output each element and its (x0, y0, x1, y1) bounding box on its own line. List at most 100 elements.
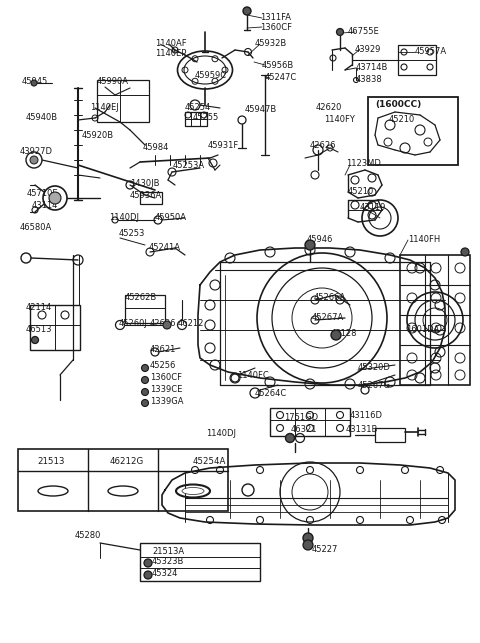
Text: 45255: 45255 (193, 114, 219, 123)
Text: 43927D: 43927D (20, 147, 53, 156)
Text: 1360CF: 1360CF (150, 374, 182, 383)
Text: 1360CF: 1360CF (260, 23, 292, 32)
Text: 1140DJ: 1140DJ (109, 213, 139, 222)
Text: 45227: 45227 (312, 545, 338, 554)
Text: 45932B: 45932B (255, 39, 287, 48)
Text: 46212G: 46212G (110, 457, 144, 466)
Circle shape (144, 571, 152, 579)
Text: 45210: 45210 (389, 114, 415, 123)
Bar (140, 192, 162, 204)
Text: 45260J: 45260J (119, 318, 148, 327)
Text: 1339CE: 1339CE (150, 386, 182, 395)
Circle shape (144, 559, 152, 567)
Text: 45936A: 45936A (130, 190, 162, 199)
Text: 1140EJ: 1140EJ (90, 102, 119, 111)
Bar (375, 428, 405, 442)
Text: 42114: 42114 (26, 302, 52, 311)
Text: 45254: 45254 (185, 102, 211, 111)
Text: 45946: 45946 (307, 235, 334, 244)
Text: 42621: 42621 (150, 345, 176, 354)
Text: 1140EP: 1140EP (155, 48, 186, 57)
Text: 45280: 45280 (75, 532, 101, 541)
Circle shape (31, 80, 37, 86)
Text: 45256: 45256 (150, 361, 176, 370)
Text: 45959C: 45959C (195, 71, 227, 80)
Text: 45945: 45945 (22, 78, 48, 87)
Text: 45262B: 45262B (125, 293, 157, 302)
Text: 43838: 43838 (356, 75, 383, 84)
Bar (400, 255, 470, 385)
Text: 45323B: 45323B (152, 557, 184, 566)
Text: 46212: 46212 (178, 318, 204, 327)
Text: 46580A: 46580A (20, 224, 52, 233)
Text: 45957A: 45957A (415, 48, 447, 57)
Bar (368, 97, 458, 165)
Circle shape (303, 533, 313, 543)
Circle shape (142, 365, 148, 372)
Bar (18, 449, 228, 511)
Bar (30, 305, 80, 350)
Text: 43114: 43114 (32, 201, 59, 210)
Circle shape (142, 399, 148, 406)
Text: 43116D: 43116D (350, 410, 383, 419)
Text: 46513: 46513 (26, 325, 52, 334)
Text: 43714B: 43714B (356, 64, 388, 73)
Text: 45267G: 45267G (358, 381, 391, 390)
Text: 21513: 21513 (37, 457, 64, 466)
Text: 45920B: 45920B (82, 131, 114, 140)
Text: 1140AF: 1140AF (155, 39, 187, 48)
Text: 46755E: 46755E (348, 28, 380, 37)
Text: 45324: 45324 (152, 570, 179, 579)
Text: 45264C: 45264C (255, 388, 287, 397)
Text: 42626: 42626 (310, 141, 336, 150)
Text: 45241A: 45241A (149, 244, 181, 253)
Bar (140, 543, 260, 581)
Bar (97, 80, 149, 122)
Text: 1140FY: 1140FY (324, 116, 355, 125)
Text: 45320D: 45320D (358, 363, 391, 372)
Text: 1751GD: 1751GD (284, 413, 318, 422)
Text: 1339GA: 1339GA (150, 397, 183, 406)
Text: 1140DJ: 1140DJ (206, 428, 236, 437)
Text: 1123MD: 1123MD (346, 159, 381, 167)
Text: 45247C: 45247C (265, 73, 297, 82)
Circle shape (286, 433, 295, 442)
Circle shape (142, 377, 148, 383)
Text: 1140FC: 1140FC (237, 370, 269, 379)
Text: 45210: 45210 (348, 188, 374, 197)
Text: 1140FH: 1140FH (408, 235, 440, 244)
Bar (398, 45, 436, 75)
Circle shape (331, 330, 341, 340)
Text: 45931F: 45931F (208, 141, 239, 150)
Bar (270, 408, 350, 436)
Text: 45253: 45253 (119, 230, 145, 239)
Text: 42620: 42620 (316, 104, 342, 113)
Text: 45984: 45984 (143, 143, 169, 152)
Circle shape (243, 7, 251, 15)
Text: 45990A: 45990A (97, 78, 129, 87)
Text: (1600CC): (1600CC) (375, 100, 421, 109)
Text: 45267A: 45267A (312, 312, 344, 322)
Text: 42626: 42626 (150, 318, 177, 327)
Text: 45950A: 45950A (155, 213, 187, 222)
Text: 45254A: 45254A (193, 457, 227, 466)
Text: 45956B: 45956B (262, 60, 294, 69)
Circle shape (305, 240, 315, 250)
Bar (125, 295, 165, 323)
Text: 45947B: 45947B (245, 105, 277, 114)
Bar (185, 112, 207, 126)
Text: 1430JB: 1430JB (130, 179, 159, 188)
Text: 45940B: 45940B (26, 114, 58, 123)
Circle shape (336, 28, 344, 35)
Text: 45253A: 45253A (173, 161, 205, 170)
Text: 1601DA: 1601DA (406, 325, 439, 334)
Circle shape (32, 336, 38, 343)
Ellipse shape (182, 487, 204, 494)
Text: 46321: 46321 (291, 424, 317, 433)
Circle shape (30, 156, 38, 164)
Circle shape (163, 321, 171, 329)
Circle shape (142, 388, 148, 395)
Text: 21513A: 21513A (152, 547, 184, 556)
Text: 43929: 43929 (355, 44, 382, 53)
Text: 46128: 46128 (331, 329, 358, 338)
